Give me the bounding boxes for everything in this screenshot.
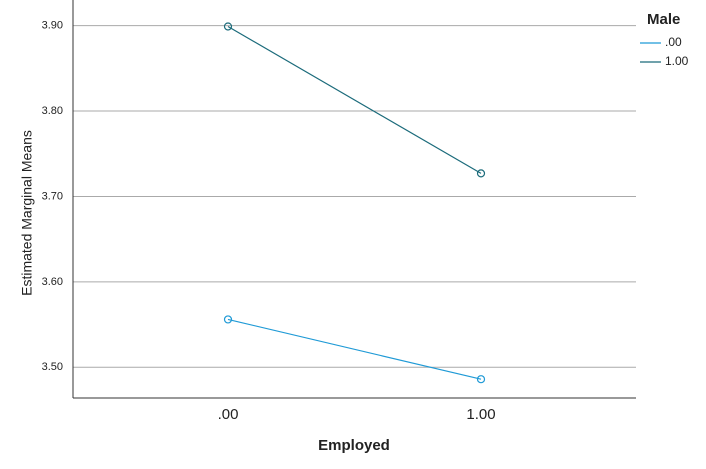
legend-label: 1.00 bbox=[665, 54, 689, 68]
data-point bbox=[476, 169, 486, 178]
data-point bbox=[223, 22, 233, 31]
y-axis-title: Estimated Marginal Means bbox=[19, 130, 35, 296]
y-tick-label: 3.90 bbox=[42, 20, 63, 32]
data-point bbox=[476, 375, 486, 384]
data-point bbox=[223, 315, 233, 324]
series-line bbox=[227, 318, 482, 380]
legend-title: Male bbox=[647, 11, 680, 28]
x-tick-label: 1.00 bbox=[466, 406, 495, 423]
x-tick-label: .00 bbox=[218, 406, 239, 423]
series-line bbox=[227, 25, 482, 174]
y-tick-label: 3.70 bbox=[42, 190, 63, 202]
x-axis-title: Employed bbox=[318, 437, 390, 454]
y-tick-label: 3.80 bbox=[42, 105, 63, 117]
y-tick-label: 3.60 bbox=[42, 276, 63, 288]
legend-label: .00 bbox=[665, 35, 682, 49]
y-tick-label: 3.50 bbox=[42, 361, 63, 373]
